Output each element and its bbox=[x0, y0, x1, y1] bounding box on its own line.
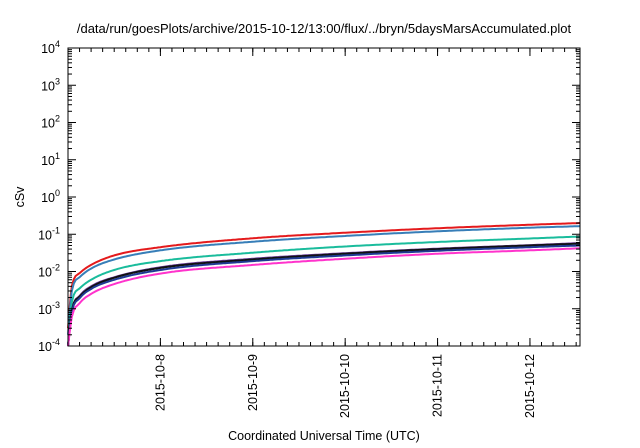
y-tick-label: 104 bbox=[41, 39, 60, 56]
y-axis: 10-4 10-3 10-2 10-1 100 101 102 103 104 bbox=[38, 39, 580, 354]
y-tick-label: 102 bbox=[41, 114, 60, 131]
x-tick-label: 2015-10-11 bbox=[431, 354, 445, 417]
x-axis-label: Coordinated Universal Time (UTC) bbox=[228, 429, 420, 443]
y-tick-label: 103 bbox=[41, 76, 60, 93]
series-line-5 bbox=[67, 242, 581, 347]
series-line-7 bbox=[67, 247, 581, 347]
x-tick-label: 2015-10-8 bbox=[153, 354, 167, 411]
y-tick-label: 101 bbox=[41, 151, 60, 168]
x-tick-label: 2015-10-10 bbox=[338, 354, 352, 418]
y-tick-label: 10-4 bbox=[38, 337, 60, 354]
series-line-4 bbox=[67, 242, 580, 347]
x-tick-label: 2015-10-9 bbox=[246, 354, 260, 411]
plot-area bbox=[67, 222, 581, 347]
plot-frame bbox=[67, 47, 581, 347]
y-axis-label: cSv bbox=[13, 186, 27, 208]
series-line-6 bbox=[67, 244, 580, 347]
y-tick-label: 10-1 bbox=[38, 225, 60, 242]
chart-title: /data/run/goesPlots/archive/2015-10-12/1… bbox=[77, 21, 572, 36]
series-line-3 bbox=[67, 235, 581, 347]
y-tick-label: 100 bbox=[41, 188, 60, 205]
y-tick-label: 10-3 bbox=[38, 300, 60, 317]
x-tick-label: 2015-10-12 bbox=[523, 354, 537, 418]
y-tick-label: 10-2 bbox=[38, 263, 60, 280]
series-line-2 bbox=[67, 225, 581, 335]
series-line-1 bbox=[67, 222, 581, 329]
x-axis: 2015-10-8 2015-10-9 2015-10-10 2015-10-11 20… bbox=[79, 48, 577, 418]
